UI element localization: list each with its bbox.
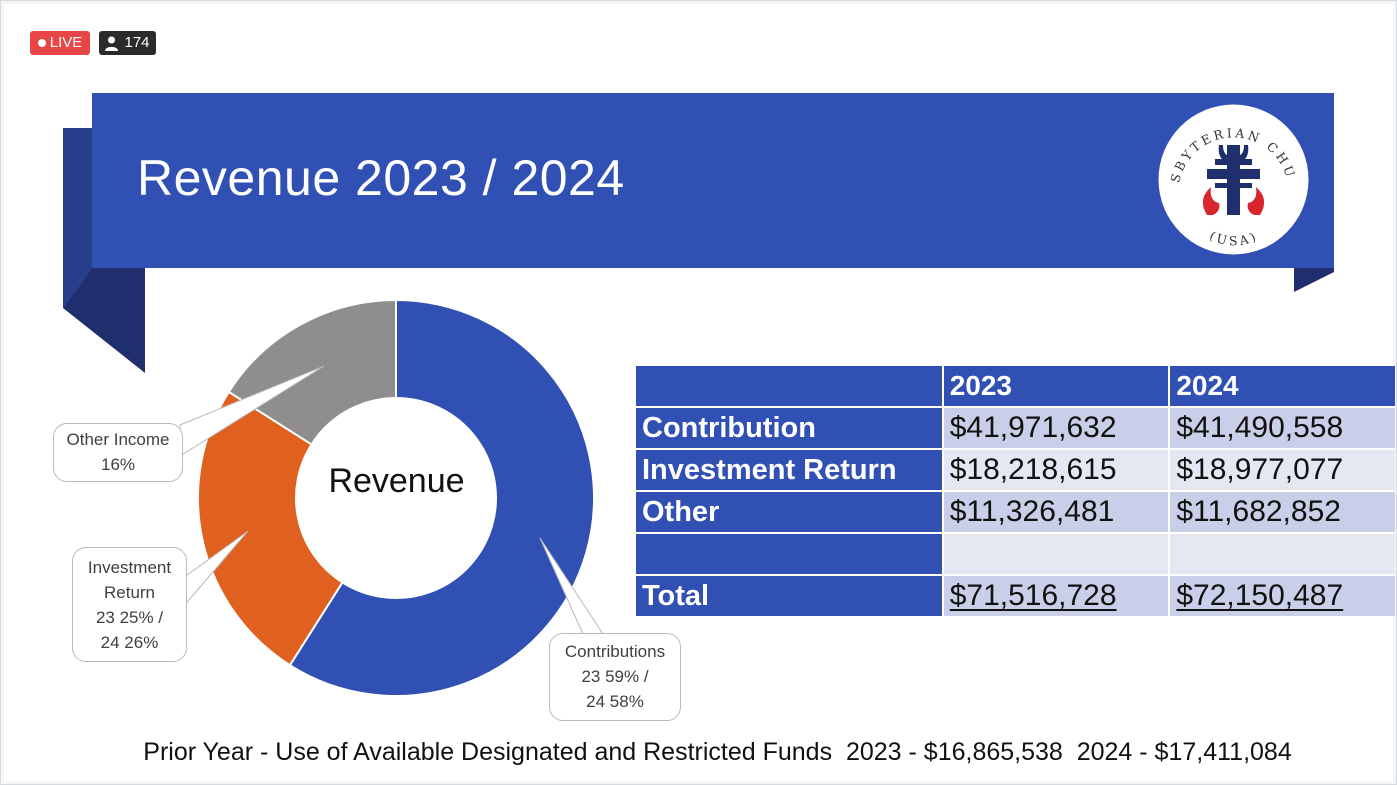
logo-text-bottom: (USA) <box>1207 228 1257 249</box>
cell-contribution-2024: $41,490,558 <box>1170 408 1395 448</box>
callout-investment-line2: Return <box>103 583 156 602</box>
svg-text:(USA): (USA) <box>1207 228 1260 249</box>
table-row: Other $11,326,481 $11,682,852 <box>636 492 1395 532</box>
slide-title: Revenue 2023 / 2024 <box>137 150 625 206</box>
callout-contributions: Contributions 23 59% / 24 58% <box>549 633 681 721</box>
cell-empty-2024 <box>1170 534 1395 574</box>
callout-other-line2: 16% <box>100 455 136 474</box>
cell-total-2024: $72,150,487 <box>1170 576 1395 616</box>
live-badge: LIVE <box>30 31 90 55</box>
callout-other-income: Other Income 16% <box>53 423 183 482</box>
donut-slice-contributions <box>288 298 595 697</box>
callout-contributions-line2: 23 59% / <box>581 667 649 686</box>
callout-investment-line3: 23 25% / <box>95 608 164 627</box>
cell-contribution-2023: $41,971,632 <box>943 408 1169 448</box>
total-2023-value: $71,516,728 <box>949 579 1117 612</box>
footer-note: Prior Year - Use of Available Designated… <box>143 738 1292 766</box>
cell-other-2024: $11,682,852 <box>1170 492 1395 532</box>
table-header-row: 2023 2024 <box>636 366 1395 406</box>
title-banner <box>92 93 1334 268</box>
cell-investment-2024: $18,977,077 <box>1170 450 1395 490</box>
table-row: Contribution $41,971,632 $41,490,558 <box>636 408 1395 448</box>
callout-investment-line4: 24 26% <box>100 633 159 652</box>
table-row-empty <box>636 534 1395 574</box>
total-2024-value: $72,150,487 <box>1176 579 1344 612</box>
presbyterian-church-logo: PRESBYTERIAN CHURCH (USA) <box>1157 103 1309 255</box>
callout-contributions-line1: Contributions <box>564 642 666 661</box>
person-icon <box>105 36 119 51</box>
row-label-contribution: Contribution <box>636 408 942 448</box>
revenue-table: 2023 2024 Contribution $41,971,632 $41,4… <box>634 364 1397 618</box>
table-row: Investment Return $18,218,615 $18,977,07… <box>636 450 1395 490</box>
ribbon-fold-right <box>1294 262 1334 292</box>
ribbon-fold-left <box>63 128 145 373</box>
table-header-2024: 2024 <box>1170 366 1395 406</box>
callout-investment-return: Investment Return 23 25% / 24 26% <box>72 547 187 662</box>
cross-emblem <box>1202 145 1265 215</box>
row-label-total: Total <box>636 576 942 616</box>
donut-center-label: Revenue <box>328 462 465 500</box>
live-dot-icon <box>37 39 46 47</box>
callout-other-line1: Other Income <box>66 430 170 449</box>
cell-empty-2023 <box>943 534 1169 574</box>
live-label: LIVE <box>49 34 83 51</box>
cell-investment-2023: $18,218,615 <box>943 450 1169 490</box>
table-header-blank <box>636 366 942 406</box>
viewer-count-badge: 174 <box>99 31 156 55</box>
table-header-2023: 2023 <box>943 366 1169 406</box>
row-label-empty <box>636 534 942 574</box>
callout-investment-line1: Investment <box>87 558 172 577</box>
callout-contributions-line3: 24 58% <box>586 692 644 711</box>
viewer-count: 174 <box>124 34 150 51</box>
table-row-total: Total $71,516,728 $72,150,487 <box>636 576 1395 616</box>
row-label-other: Other <box>636 492 942 532</box>
cell-total-2023: $71,516,728 <box>943 576 1169 616</box>
row-label-investment: Investment Return <box>636 450 942 490</box>
cell-other-2023: $11,326,481 <box>943 492 1169 532</box>
